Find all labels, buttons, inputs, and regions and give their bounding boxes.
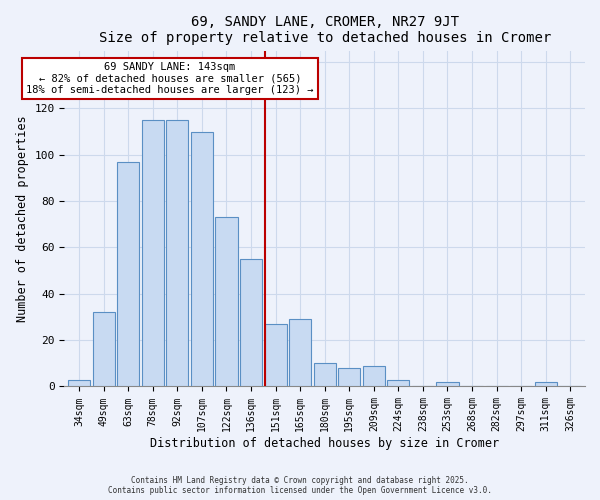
Bar bbox=[92, 312, 115, 386]
X-axis label: Distribution of detached houses by size in Cromer: Distribution of detached houses by size … bbox=[150, 437, 499, 450]
Title: 69, SANDY LANE, CROMER, NR27 9JT
Size of property relative to detached houses in: 69, SANDY LANE, CROMER, NR27 9JT Size of… bbox=[98, 15, 551, 45]
Bar bbox=[388, 380, 409, 386]
Bar bbox=[117, 162, 139, 386]
Bar bbox=[68, 380, 90, 386]
Bar bbox=[265, 324, 287, 386]
Bar bbox=[363, 366, 385, 386]
Bar bbox=[240, 259, 262, 386]
Bar bbox=[535, 382, 557, 386]
Bar bbox=[215, 218, 238, 386]
Bar bbox=[338, 368, 361, 386]
Bar bbox=[289, 320, 311, 386]
Bar bbox=[436, 382, 458, 386]
Y-axis label: Number of detached properties: Number of detached properties bbox=[16, 115, 29, 322]
Bar bbox=[191, 132, 213, 386]
Bar bbox=[166, 120, 188, 386]
Text: Contains HM Land Registry data © Crown copyright and database right 2025.
Contai: Contains HM Land Registry data © Crown c… bbox=[108, 476, 492, 495]
Text: 69 SANDY LANE: 143sqm
← 82% of detached houses are smaller (565)
18% of semi-det: 69 SANDY LANE: 143sqm ← 82% of detached … bbox=[26, 62, 314, 96]
Bar bbox=[142, 120, 164, 386]
Bar bbox=[314, 364, 336, 386]
